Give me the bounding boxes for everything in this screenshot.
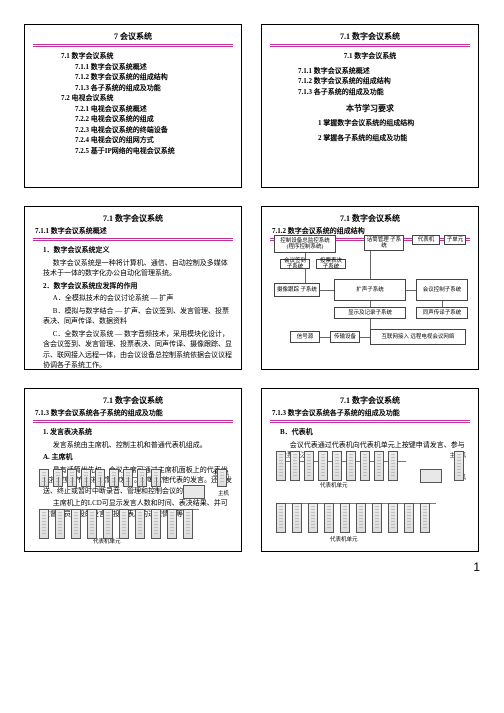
list-item: 7.1.2 数字会议系统的组成结构 [298,76,470,87]
rack-icon [388,451,398,481]
learn-title: 本节学习要求 [270,103,470,114]
diagram-box: 会议签到 子系统 [280,259,310,269]
rack-icon [87,509,97,539]
rack-icon [304,451,314,481]
rack-icon [39,509,49,539]
diagram-box: 传输设备 [330,331,360,343]
list-item: 7.2.2 电视会议系统的组成 [75,114,233,125]
rack-icon [372,503,382,533]
heading: A. 主席机 [43,452,233,463]
section-heading: 7.1 数字会议系统 [270,51,470,62]
slide-title: 7.1 数字会议系统 [270,395,470,406]
rack-icon [71,509,81,539]
diagram-box: 子单元 [444,235,466,245]
equipment-diagram: 主席机 主机 代表机单元 [33,471,233,543]
rack-icon [151,509,161,539]
diagram-box: 摄像跟踪 子系统 [274,283,320,297]
slide-title: 7.1 数字会议系统 [270,213,470,224]
heading: B．代表机 [280,427,470,438]
paragraph: B．模拟与数字结合 — 扩声、会议签到、发言管理、投票表决、同声传译、数据资料 [43,306,233,327]
diagram-label: 代表机单元 [320,481,348,489]
slide-4: 7.1 数字会议系统 7.1.2 数字会议系统的组成结构 控制设备总监控系统 (… [261,206,479,370]
rack-icon [290,451,300,481]
diagram-box: 话筒管理 子系统 [364,235,404,251]
list-item: 7.1 数字会议系统 [61,51,233,62]
rack-icon [340,503,350,533]
rack-icon [374,451,384,481]
slide-3: 7.1 数字会议系统 7.1.1 数字会议系统概述 1．数字会议系统定义 数字会… [24,206,242,370]
section-heading: 7.1.3 数字会议系统各子系统的组成及功能 [35,408,233,418]
slide-title: 7.1 数字会议系统 [33,213,233,224]
rack-icon [308,503,318,533]
slide-2: 7.1 数字会议系统 7.1 数字会议系统 7.1.1 数字会议系统概述 7.1… [261,24,479,188]
rack-icon [103,509,113,539]
paragraph: 数字会议系统是一种将计算机、通信、自动控制及多媒体技术于一体的数字化办公自动化管… [43,258,233,279]
rack-icon [183,509,193,539]
rack-icon [217,469,227,487]
slide-title: 7 会议系统 [33,31,233,42]
slide-title: 7.1 数字会议系统 [33,395,233,406]
diagram-box: 显示及记录子系统 [334,307,406,319]
rack-icon [404,503,414,533]
rack-icon [360,451,370,481]
heading: 1．数字会议系统定义 [43,245,233,256]
rack-icon [420,503,430,533]
list-item: 7.1.3 各子系统的组成及功能 [75,83,233,94]
rack-icon [167,509,177,539]
diagram-label: 主机 [218,489,229,497]
rack-icon [324,503,334,533]
slide-1: 7 会议系统 7.1 数字会议系统 7.1.1 数字会议系统概述 7.1.2 数… [24,24,242,188]
list-item: 7.1.1 数字会议系统概述 [298,66,470,77]
rack-icon [318,451,328,481]
diagram-box: 代表机 [412,235,440,245]
diagram-box: 控制设备总监控系统 (程序控制系统) [274,235,336,253]
diagram-box: 投票表决 子系统 [316,259,346,269]
rack-icon [356,503,366,533]
paragraph: A．全模拟技术的会议讨论系统 — 扩声 [43,293,233,304]
structure-diagram: 控制设备总监控系统 (程序控制系统) 话筒管理 子系统 主控机 主席机 代表机 … [270,235,470,361]
host-icon [420,469,442,483]
rack-icon [276,451,286,481]
rack-icon [55,509,65,539]
rack-icon [388,503,398,533]
list-item: 7.1.1 数字会议系统概述 [75,62,233,73]
heading: 2．数字会议系统应发挥的作用 [43,281,233,292]
rack-icon [276,503,286,533]
learn-item: 2 掌握各子系统的组成及功能 [318,133,470,144]
list-item: 7.1.2 数字会议系统的组成结构 [75,72,233,83]
list-item: 7.2.5 基于IP网络的电视会议系统 [75,146,233,157]
list-item: 7.2 电视会议系统 [61,93,233,104]
rack-icon [454,451,464,481]
diagram-box: 会议控制子系统 [416,279,468,301]
diagram-box: 扩声子系统 [334,279,406,301]
diagram-label: 代表机单元 [330,535,358,543]
equipment-diagram: 主席机 主机 代表机单元 代表机单元 [270,451,470,543]
slide-6: 7.1 数字会议系统 7.1.3 数字会议系统各子系统的组成及功能 B．代表机 … [261,388,479,552]
rack-icon [332,451,342,481]
rack-icon [292,503,302,533]
slide-title: 7.1 数字会议系统 [270,31,470,42]
list-item: 7.2.1 电视会议系统概述 [75,104,233,115]
learn-item: 1 掌握数字会议系统的组成结构 [318,118,470,129]
diagram-box: 互联网接入 远程电视会议网络 [370,329,466,345]
list-item: 7.1.3 各子系统的组成及功能 [298,87,470,98]
heading: 1. 发言表决系统 [43,427,233,438]
host-icon [183,485,205,499]
section-heading: 7.1.3 数字会议系统各子系统的组成及功能 [272,408,470,418]
section-heading: 7.1.1 数字会议系统概述 [35,226,233,236]
rack-icon [135,509,145,539]
list-item: 7.2.3 电视会议系统的终端设备 [75,125,233,136]
slide-5: 7.1 数字会议系统 7.1.3 数字会议系统各子系统的组成及功能 1. 发言表… [24,388,242,552]
rack-icon [346,451,356,481]
diagram-box: 同声传译子系统 [416,307,468,319]
paragraph: C．全数字会议系统 — 数字音频技术，采用模块化设计，含会议签到、发言管理、投票… [43,329,233,371]
list-item: 7.2.4 电视会议的组网方式 [75,135,233,146]
rack-icon [119,509,129,539]
paragraph: 发言系统由主席机、控制主机和普通代表机组成。 [43,440,233,451]
page-number: 1 [473,560,480,574]
diagram-box: 信号源 [290,331,320,343]
